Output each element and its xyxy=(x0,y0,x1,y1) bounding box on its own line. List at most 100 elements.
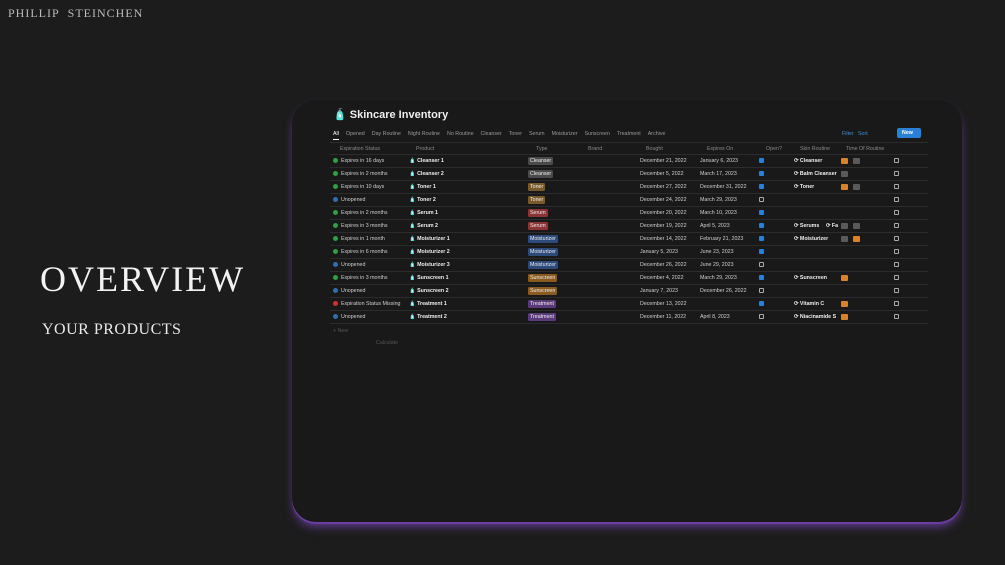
status-text: Unopened xyxy=(341,314,366,320)
rule xyxy=(330,271,928,272)
bought-date: December 13, 2022 xyxy=(640,301,687,307)
view-tab[interactable]: Moisturizer xyxy=(551,131,578,137)
column-header: Product xyxy=(416,146,435,152)
row-checkbox[interactable] xyxy=(894,158,899,163)
status-cell: Expires in 6 months xyxy=(333,249,388,255)
row-checkbox[interactable] xyxy=(894,210,899,215)
status-text: Unopened xyxy=(341,197,366,203)
open-checkbox[interactable] xyxy=(759,275,764,280)
view-tab[interactable]: Day Routine xyxy=(371,131,401,137)
routine-link: ⟳ Toner xyxy=(794,184,815,190)
open-checkbox[interactable] xyxy=(759,197,764,202)
time-badge xyxy=(853,157,860,164)
row-checkbox[interactable] xyxy=(894,184,899,189)
routine-link: ⟳ Fa xyxy=(826,223,839,229)
rule xyxy=(330,232,928,233)
row-checkbox[interactable] xyxy=(894,314,899,319)
bought-date: January 7, 2023 xyxy=(640,288,678,294)
routine-link: ⟳ Sunscreen xyxy=(794,275,827,281)
column-header: Skin Routine xyxy=(800,146,831,152)
open-checkbox[interactable] xyxy=(759,249,764,254)
toolbar-action[interactable]: Filter xyxy=(842,131,854,137)
status-cell: Expires in 10 days xyxy=(333,184,384,190)
expires-date: March 17, 2023 xyxy=(700,171,737,177)
rule xyxy=(330,245,928,246)
time-badge xyxy=(841,157,848,164)
toolbar-action[interactable]: Sort xyxy=(858,131,868,137)
view-tab[interactable]: Cleanser xyxy=(480,131,502,137)
status-text: Unopened xyxy=(341,262,366,268)
expires-date: April 5, 2023 xyxy=(700,223,730,229)
open-checkbox[interactable] xyxy=(759,236,764,241)
bought-date: December 27, 2022 xyxy=(640,184,687,190)
routine-link: ⟳ Cleanser xyxy=(794,158,823,164)
status-cell: Unopened xyxy=(333,314,365,320)
open-checkbox[interactable] xyxy=(759,158,764,163)
row-checkbox[interactable] xyxy=(894,301,899,306)
bought-date: December 20, 2022 xyxy=(640,210,687,216)
expires-date: January 6, 2023 xyxy=(700,158,738,164)
open-checkbox[interactable] xyxy=(759,262,764,267)
brand-first: PHILLIP xyxy=(8,6,60,20)
expires-date: March 10, 2023 xyxy=(700,210,737,216)
product-name: 🧴 Treatment 1 xyxy=(409,301,447,307)
slide-subtitle: YOUR PRODUCTS xyxy=(42,321,182,338)
view-tab[interactable]: All xyxy=(333,131,339,140)
row-checkbox[interactable] xyxy=(894,262,899,267)
status-text: Expires in 3 months xyxy=(341,223,388,229)
row-checkbox[interactable] xyxy=(894,197,899,202)
expires-date: February 21, 2023 xyxy=(700,236,744,242)
type-tag: Toner xyxy=(528,196,546,204)
column-header: Type xyxy=(536,146,548,152)
rule xyxy=(330,219,928,220)
brand: PHILLIP STEINCHEN xyxy=(8,6,143,21)
expires-date: March 29, 2023 xyxy=(700,275,737,281)
view-tab[interactable]: Opened xyxy=(345,131,365,137)
open-checkbox[interactable] xyxy=(759,184,764,189)
column-header: Brand xyxy=(588,146,603,152)
bought-date: December 5, 2022 xyxy=(640,171,684,177)
status-dot xyxy=(333,197,338,202)
row-checkbox[interactable] xyxy=(894,223,899,228)
view-tab[interactable]: Treatment xyxy=(616,131,641,137)
status-text: Expires in 1 month xyxy=(341,236,385,242)
status-dot xyxy=(333,158,338,163)
status-cell: Unopened xyxy=(333,262,365,268)
open-checkbox[interactable] xyxy=(759,223,764,228)
view-tab[interactable]: Toner xyxy=(508,131,522,137)
open-checkbox[interactable] xyxy=(759,171,764,176)
product-name: 🧴 Treatment 2 xyxy=(409,314,447,320)
status-dot xyxy=(333,171,338,176)
open-checkbox[interactable] xyxy=(759,301,764,306)
view-tab[interactable]: Sunscreen xyxy=(584,131,610,137)
status-text: Expiration Status Missing xyxy=(341,301,401,307)
status-dot xyxy=(333,275,338,280)
view-tab[interactable]: Archive xyxy=(647,131,666,137)
time-badge xyxy=(853,235,860,242)
view-tab[interactable]: Serum xyxy=(528,131,545,137)
time-badge xyxy=(841,235,848,242)
status-cell: Unopened xyxy=(333,197,365,203)
row-checkbox[interactable] xyxy=(894,236,899,241)
row-checkbox[interactable] xyxy=(894,171,899,176)
row-checkbox[interactable] xyxy=(894,288,899,293)
status-dot xyxy=(333,288,338,293)
row-checkbox[interactable] xyxy=(894,275,899,280)
rule xyxy=(330,284,928,285)
add-row[interactable]: + New xyxy=(333,328,349,334)
status-text: Unopened xyxy=(341,288,366,294)
calculate[interactable]: Calculate xyxy=(376,340,399,346)
bought-date: December 26, 2022 xyxy=(640,262,687,268)
column-header: Expires On xyxy=(707,146,734,152)
open-checkbox[interactable] xyxy=(759,314,764,319)
slide-title: OVERVIEW xyxy=(40,259,246,299)
open-checkbox[interactable] xyxy=(759,288,764,293)
status-text: Expires in 2 months xyxy=(341,171,388,177)
open-checkbox[interactable] xyxy=(759,210,764,215)
view-tab[interactable]: Night Routine xyxy=(407,131,441,137)
new-button[interactable]: New xyxy=(897,128,921,138)
view-tab[interactable]: No Routine xyxy=(447,131,474,137)
status-dot xyxy=(333,262,338,267)
row-checkbox[interactable] xyxy=(894,249,899,254)
